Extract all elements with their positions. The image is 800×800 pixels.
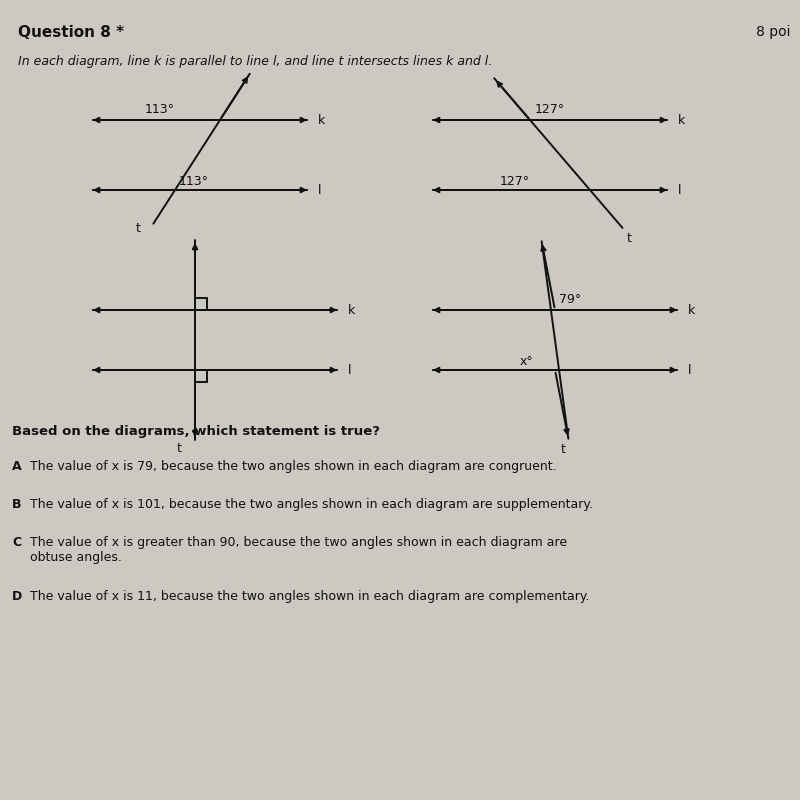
Text: The value of x is greater than 90, because the two angles shown in each diagram : The value of x is greater than 90, becau…: [30, 536, 567, 564]
Text: k: k: [348, 303, 355, 317]
Text: A: A: [12, 460, 22, 473]
Text: k: k: [678, 114, 686, 126]
Text: 127°: 127°: [535, 103, 565, 116]
Text: 113°: 113°: [145, 103, 175, 116]
Text: l: l: [688, 363, 691, 377]
Text: C: C: [12, 536, 21, 549]
Text: t: t: [135, 222, 140, 234]
Text: Based on the diagrams, which statement is true?: Based on the diagrams, which statement i…: [12, 425, 380, 438]
Text: The value of x is 101, because the two angles shown in each diagram are suppleme: The value of x is 101, because the two a…: [30, 498, 593, 511]
Text: 113°: 113°: [179, 175, 209, 188]
Text: x°: x°: [520, 355, 534, 368]
Text: t: t: [177, 442, 182, 455]
Text: k: k: [318, 114, 326, 126]
Text: Question 8 *: Question 8 *: [18, 25, 124, 40]
Text: l: l: [348, 363, 351, 377]
Text: 8 poi: 8 poi: [755, 25, 790, 39]
Text: The value of x is 79, because the two angles shown in each diagram are congruent: The value of x is 79, because the two an…: [30, 460, 557, 473]
Text: t: t: [560, 442, 566, 456]
Text: D: D: [12, 590, 22, 603]
Text: In each diagram, line k is parallel to line l, and line t intersects lines k and: In each diagram, line k is parallel to l…: [18, 55, 492, 68]
Text: l: l: [318, 183, 322, 197]
Text: 79°: 79°: [559, 293, 582, 306]
Text: k: k: [688, 303, 695, 317]
Text: The value of x is 11, because the two angles shown in each diagram are complemen: The value of x is 11, because the two an…: [30, 590, 590, 603]
Text: B: B: [12, 498, 22, 511]
Text: 127°: 127°: [500, 175, 530, 188]
Text: t: t: [626, 232, 631, 245]
Text: l: l: [678, 183, 682, 197]
